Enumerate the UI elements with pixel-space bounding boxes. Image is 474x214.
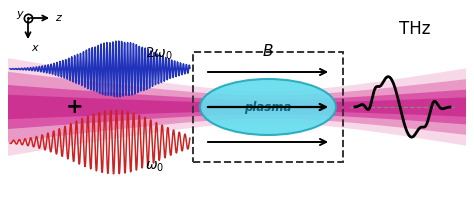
Text: $\omega_0$: $\omega_0$ [145, 160, 164, 174]
Text: plasma: plasma [244, 101, 292, 113]
Text: $z$: $z$ [55, 13, 63, 23]
Polygon shape [8, 72, 466, 142]
Polygon shape [8, 95, 466, 119]
Text: $x$: $x$ [31, 43, 40, 53]
Text: $y$: $y$ [16, 9, 25, 21]
Text: $2\omega_0$: $2\omega_0$ [145, 46, 173, 62]
Polygon shape [8, 85, 466, 129]
Text: +: + [66, 97, 84, 117]
Bar [193, 52, 343, 162]
Text: THz: THz [399, 20, 431, 38]
Ellipse shape [200, 79, 336, 135]
Text: $B$: $B$ [262, 43, 274, 59]
Polygon shape [8, 58, 466, 156]
